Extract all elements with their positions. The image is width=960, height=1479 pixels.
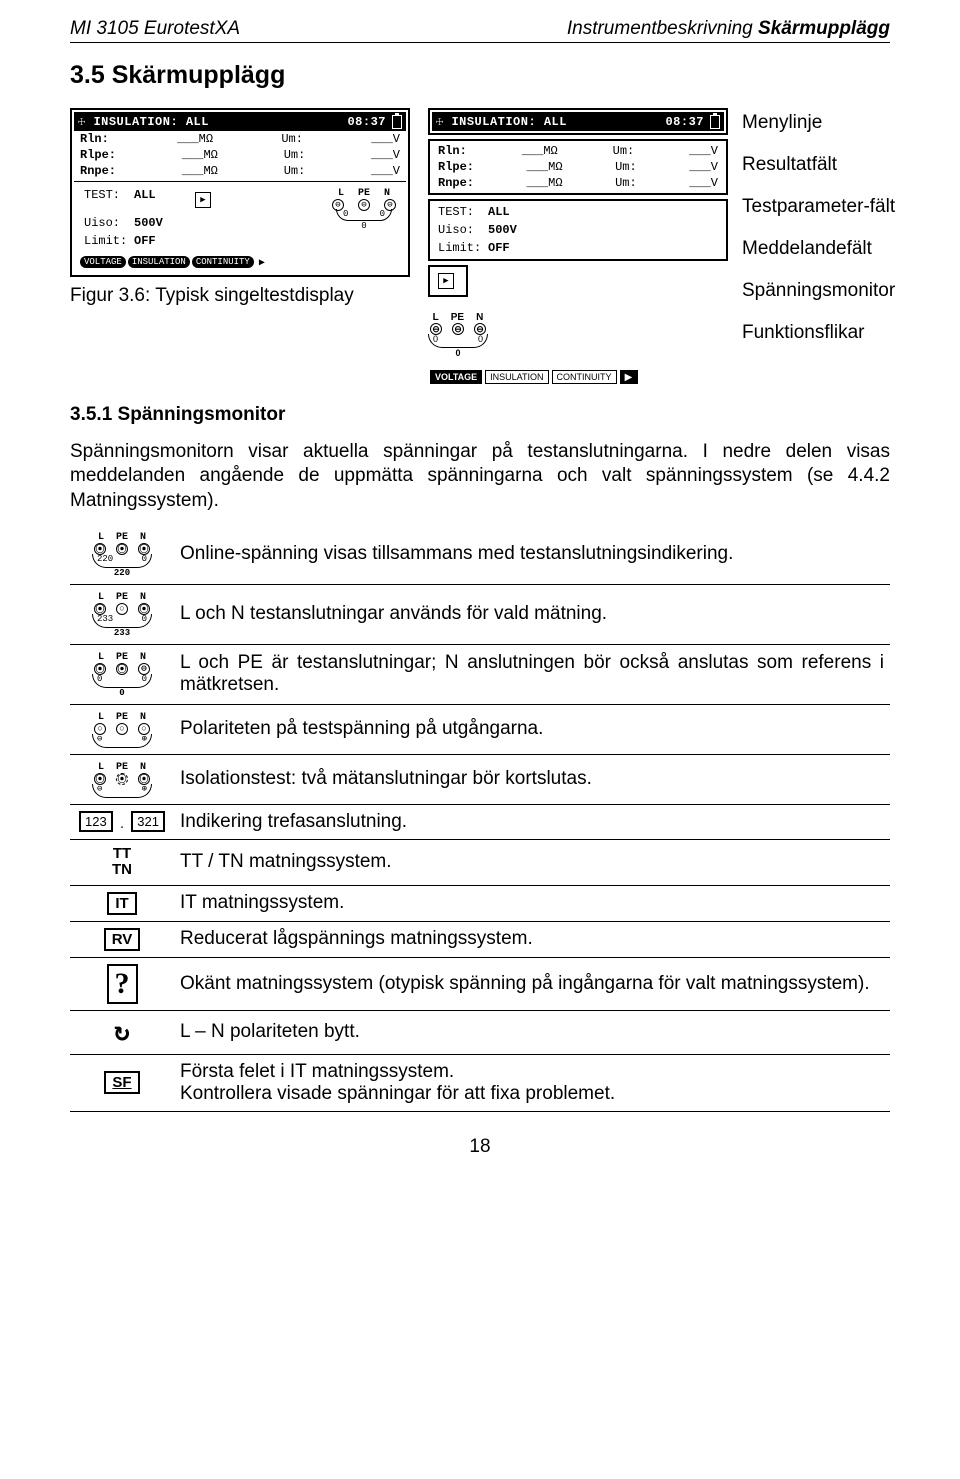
table-text: Reducerat lågspännings matningssystem.: [180, 921, 890, 957]
mini-lpen: LPEN ⊖⊖⊖ 00 0: [428, 307, 728, 358]
play-icon: ▶: [195, 192, 211, 208]
label-voltage-monitor: Spänningsmonitor: [742, 280, 895, 302]
table-text: Indikering trefasanslutning.: [180, 804, 890, 839]
table-text: IT matningssystem.: [180, 885, 890, 921]
table-row: ↻ L – N polariteten bytt.: [70, 1010, 890, 1054]
intro-paragraph: Spänningsmonitorn visar aktuella spännin…: [70, 440, 890, 513]
phase-icon: 123 . 321: [70, 804, 180, 839]
table-text: L och N testanslutningar används för val…: [180, 584, 890, 644]
table-text: Polariteten på testspänning på utgångarn…: [180, 704, 890, 754]
lpen-diagram: LPEN ⊖⊖⊖ 00 0: [326, 186, 402, 233]
figure-caption: Figur 3.6: Typisk singeltestdisplay: [70, 285, 410, 307]
mini-lcd-results: Rln:___MΩUm:___V Rlpe:___MΩUm:___V Rnpe:…: [428, 139, 728, 195]
table-text: Okänt matningssystem (otypisk spänning p…: [180, 957, 890, 1010]
section-title: 3.5 Skärmupplägg: [70, 61, 890, 90]
lpen-icon: LPEN ○○○ ⊖⊕: [70, 704, 180, 754]
question-icon: ?: [70, 957, 180, 1010]
table-row: RV Reducerat lågspännings matningssystem…: [70, 921, 890, 957]
tttn-icon: TTTN: [70, 839, 180, 885]
mini-play: ▶: [428, 265, 468, 297]
label-menuline: Menylinje: [742, 112, 895, 134]
table-row: 123 . 321 Indikering trefasanslutning.: [70, 804, 890, 839]
mini-lcd-titlebar: ☩ INSULATION: ALL 08:37: [428, 108, 728, 135]
table-text: L – N polariteten bytt.: [180, 1010, 890, 1054]
table-text: Isolationstest: två mätanslutningar bör …: [180, 754, 890, 804]
sf-icon: SF: [70, 1054, 180, 1111]
figure-left-col: ☩ INSULATION: ALL 08:37 Rln:___MΩUm:___V…: [70, 108, 410, 307]
table-row: LPEN ⦿○⦿ 2330 233 L och N testanslutning…: [70, 584, 890, 644]
mini-lcd-params: TEST:ALL Uiso:500V Limit:OFF: [428, 199, 728, 261]
table-text: TT / TN matningssystem.: [180, 839, 890, 885]
table-text: Online-spänning visas tillsammans med te…: [180, 525, 890, 585]
lcd-main: ☩ INSULATION: ALL 08:37 Rln:___MΩUm:___V…: [70, 108, 410, 277]
lpen-icon: LPEN ⦿⦿⦿ ⊖⊕: [70, 754, 180, 804]
icon-table: LPEN ⦿⦿⦿ 2200 220 Online-spänning visas …: [70, 525, 890, 1112]
lpen-icon: LPEN ⦿⦿⊖ 00 0: [70, 644, 180, 704]
label-function-tabs: Funktionsflikar: [742, 322, 895, 344]
label-resultfield: Resultatfält: [742, 154, 895, 176]
table-row: LPEN ○○○ ⊖⊕ Polariteten på testspänning …: [70, 704, 890, 754]
label-testparam: Testparameter-fält: [742, 196, 895, 218]
battery-icon: [392, 115, 402, 129]
arrow-icon: [256, 255, 265, 269]
rv-icon: RV: [70, 921, 180, 957]
subsection-title: 3.5.1 Spänningsmonitor: [70, 404, 890, 426]
lpen-icon: LPEN ⦿○⦿ 2330 233: [70, 584, 180, 644]
header-right: Instrumentbeskrivning Skärmupplägg: [567, 18, 890, 40]
page-number: 18: [70, 1136, 890, 1158]
table-row: IT IT matningssystem.: [70, 885, 890, 921]
table-row: SF Första felet i IT matningssystem. Kon…: [70, 1054, 890, 1111]
table-row: LPEN ⦿⦿⦿ ⊖⊕ Isolationstest: två mätanslu…: [70, 754, 890, 804]
table-row: TTTN TT / TN matningssystem.: [70, 839, 890, 885]
table-row: ? Okänt matningssystem (otypisk spänning…: [70, 957, 890, 1010]
mini-modes: VOLTAGE INSULATION CONTINUITY ▶: [428, 368, 728, 386]
header-left: MI 3105 EurotestXA: [70, 18, 240, 40]
table-row: LPEN ⦿⦿⦿ 2200 220 Online-spänning visas …: [70, 525, 890, 585]
it-icon: IT: [70, 885, 180, 921]
label-message: Meddelandefält: [742, 238, 895, 260]
table-row: LPEN ⦿⦿⊖ 00 0 L och PE är testanslutning…: [70, 644, 890, 704]
figure-right-col: ☩ INSULATION: ALL 08:37 Rln:___MΩUm:___V…: [428, 108, 895, 386]
table-text: L och PE är testanslutningar; N anslutni…: [180, 644, 890, 704]
rotate-icon: ↻: [70, 1010, 180, 1054]
lpen-icon: LPEN ⦿⦿⦿ 2200 220: [70, 525, 180, 585]
table-text: Första felet i IT matningssystem. Kontro…: [180, 1054, 890, 1111]
page-header: MI 3105 EurotestXA Instrumentbeskrivning…: [70, 18, 890, 43]
